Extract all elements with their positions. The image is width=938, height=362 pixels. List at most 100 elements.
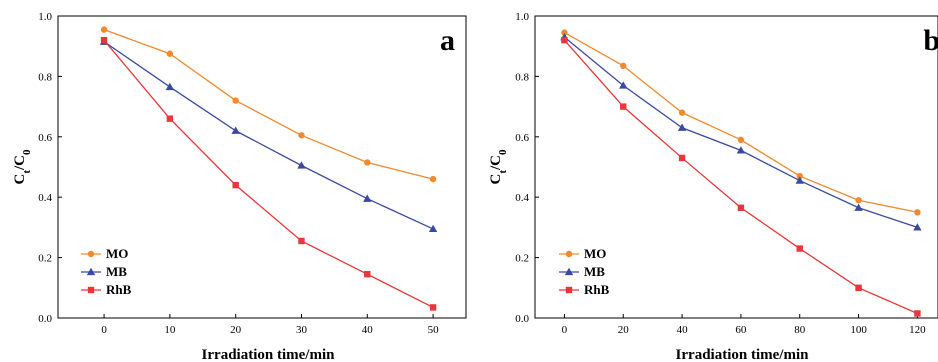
legend-label-mb: MB [106,264,127,279]
panel-label: b [923,24,938,57]
y-tick-label: 0.4 [515,192,529,204]
data-point [620,103,627,110]
x-tick-label: 100 [850,324,867,336]
legend-swatch-marker [87,250,95,258]
legend-swatch-marker [86,267,96,276]
legend-label-rhb: RhB [584,282,610,297]
x-tick-label: 20 [618,324,630,336]
data-point [678,154,686,162]
data-point [166,115,174,122]
data-point [561,29,568,36]
x-tick-label: 0 [101,324,107,336]
x-tick-label: 30 [296,324,308,336]
y-tick-label: 0.6 [515,132,529,144]
data-point [428,224,438,233]
y-tick-label: 0.8 [515,71,529,83]
x-tick-label: 40 [362,324,374,336]
x-tick-label: 80 [794,324,806,336]
data-point [736,146,746,154]
legend-swatch-marker [565,286,573,294]
y-tick-label: 0.2 [515,253,529,265]
series-line [564,36,918,229]
x-axis-title: Irradiation time/min [676,347,810,362]
legend-label-rhb: RhB [106,282,132,297]
data-point [854,203,863,211]
data-point [166,50,174,57]
y-axis-title-main: C [12,174,28,185]
panel-b: b Irradiation time/min Ct/C0 MO MB RhB 0… [488,11,938,362]
data-point [796,245,803,252]
data-point [429,175,437,183]
series-mo [100,26,437,183]
plot-area: 0.0 0.2 0.4 0.6 0.8 1.0 0 10 20 30 40 50 [38,11,467,336]
series-rhb [561,36,921,317]
legend-swatch-marker [564,267,574,276]
series-mo [561,29,921,216]
data-point [297,161,306,169]
y-axis-title-sub1: t [497,170,509,174]
series-rhb [100,36,437,311]
x-tick-label: 0 [562,324,568,336]
x-tick-label: 40 [677,324,689,336]
x-tick-label: 20 [230,324,242,336]
y-axis-title-sub2: 0 [21,149,33,155]
data-point [913,223,922,231]
legend-swatch-marker [565,250,573,258]
data-point [100,36,108,44]
data-point [363,194,372,202]
data-point [737,136,745,144]
y-tick-label: 0.0 [38,313,52,325]
data-point [795,176,804,184]
x-tick-label: 120 [909,324,926,336]
data-point [298,237,305,245]
data-point [231,126,240,134]
x-tick-label: 60 [735,324,747,336]
data-point [855,284,862,291]
data-point [619,81,628,89]
data-point [364,159,371,166]
y-axis-title-mid: /C [12,155,28,171]
y-axis-title-mid: /C [488,155,504,171]
data-point [100,26,108,33]
data-point [298,132,305,139]
data-point [737,204,745,211]
legend-label-mb: MB [584,264,605,279]
y-axis-title-sub1: t [21,170,33,174]
data-point [796,172,803,180]
data-point [914,310,921,317]
legend-label-mo: MO [584,246,606,261]
series-line [103,28,434,180]
data-point [561,36,568,44]
legend: MO MB RhB [81,246,132,297]
data-point [914,209,921,216]
data-point [165,82,175,91]
y-tick-label: 1.0 [38,11,52,23]
y-tick-label: 0.4 [38,192,52,204]
y-axis-title-main: C [488,174,504,185]
x-axis-title: Irradiation time/min [202,347,336,362]
series-line [103,39,434,309]
x-tick-label: 50 [428,324,440,336]
data-point [364,271,371,278]
data-point [677,123,687,131]
series-line [103,41,434,230]
data-point [620,62,627,70]
y-tick-label: 0.6 [38,132,52,144]
legend: MO MB RhB [559,246,610,297]
y-tick-label: 0.8 [38,71,52,83]
data-point [232,97,239,104]
plot-frame [57,15,467,319]
panel-a: a Irradiation time/min Ct/C0 MO MB RhB 0… [12,11,467,362]
data-point [855,197,862,204]
y-axis-title-sub2: 0 [497,149,509,155]
plot-area: 0.0 0.2 0.4 0.6 0.8 1.0 0 20 40 60 80 100 120 [515,11,938,336]
y-axis-title: Ct/C0 [12,149,33,185]
legend-swatch-marker [87,286,95,294]
data-point [678,109,686,116]
y-tick-label: 1.0 [515,11,529,23]
series-line [564,32,918,213]
data-point [232,181,239,189]
y-axis-title: Ct/C0 [488,149,509,185]
data-point [429,304,437,311]
